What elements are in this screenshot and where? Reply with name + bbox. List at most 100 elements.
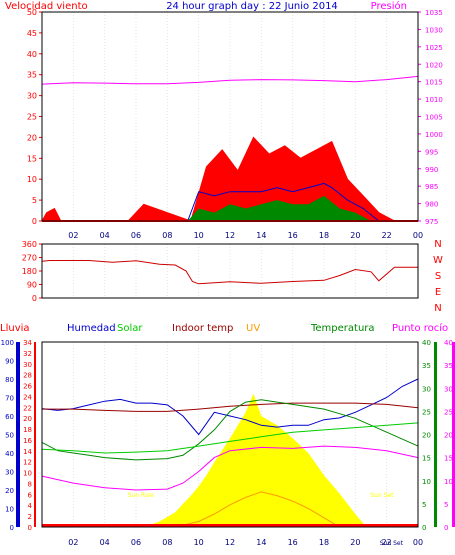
- pressure-tick-label: 1025: [425, 44, 443, 52]
- rain-tick-label: 2: [28, 513, 32, 521]
- wind-tick-label: 0: [32, 217, 37, 226]
- wind-tick-label: 45: [27, 29, 37, 38]
- temperature-tick-label: 35: [422, 362, 431, 370]
- temperature-tick-label: 20: [422, 432, 431, 440]
- compass-label: N: [434, 303, 441, 314]
- panel3-x-tick-label: 22: [382, 538, 392, 547]
- chart-title: 24 hour graph day : 22 Junio 2014: [166, 1, 338, 12]
- wind-tick-label: 15: [27, 154, 37, 163]
- panel1-x-tick-label: 18: [319, 231, 329, 240]
- pressure-tick-label: 1030: [425, 26, 443, 34]
- pressure-tick-label: 1035: [425, 9, 443, 17]
- rain-tick-label: 22: [23, 404, 32, 412]
- rain-tick-label: 34: [23, 339, 32, 347]
- pressure-tick-label: 990: [425, 166, 438, 174]
- panel1-x-tick-label: 14: [256, 231, 266, 240]
- panel1-x-tick-label: 04: [100, 231, 110, 240]
- dewpoint-tick-label: 25: [444, 408, 453, 416]
- panel3-x-tick-label: 00: [413, 538, 423, 547]
- pressure-axis-title: Presión: [371, 0, 407, 12]
- rain-tick-label: 18: [23, 426, 32, 434]
- sun-marker-label: Sun Set: [380, 540, 404, 547]
- panel3-x-tick-label: 20: [350, 538, 360, 547]
- humidity-tick-label: 60: [5, 413, 14, 421]
- rain-axis-bar: [34, 342, 36, 527]
- compass-label: W: [433, 255, 443, 266]
- panel1-x-tick-label: 22: [382, 231, 392, 240]
- rain-tick-label: 32: [23, 350, 32, 358]
- temperature-tick-label: 15: [422, 455, 431, 463]
- direction-tick-label: 0: [32, 294, 37, 303]
- temperature-line: [41, 399, 419, 461]
- pressure-tick-label: 980: [425, 201, 438, 209]
- humidity-tick-label: 80: [5, 376, 14, 384]
- temperature-tick-label: 10: [422, 478, 431, 486]
- rain-tick-label: 20: [23, 415, 32, 423]
- direction-tick-label: 180: [22, 267, 37, 276]
- wind-tick-label: 35: [27, 71, 37, 80]
- legend-item: Lluvia: [0, 323, 30, 334]
- wind-tick-label: 20: [27, 133, 37, 142]
- rain-tick-label: 16: [23, 437, 32, 445]
- rain-tick-label: 8: [28, 480, 32, 488]
- panel3-x-tick-label: 02: [68, 538, 78, 547]
- solar-line: [41, 422, 419, 454]
- panel1-x-tick-label: 06: [131, 231, 141, 240]
- solar-radiation-area: [42, 393, 418, 527]
- panel1-frame: [41, 11, 419, 222]
- pressure-tick-label: 1005: [425, 114, 443, 122]
- panel1-x-tick-label: 20: [350, 231, 360, 240]
- legend-item: UV: [246, 323, 260, 334]
- temperature-tick-label: 40: [422, 339, 431, 347]
- indoor-temp-line: [42, 402, 419, 412]
- humidity-tick-label: 10: [5, 506, 14, 514]
- pressure-tick-label: 995: [425, 148, 438, 156]
- pressure-tick-label: 1020: [425, 61, 443, 69]
- dewpoint-tick-label: 15: [444, 455, 453, 463]
- rain-tick-label: 10: [23, 470, 32, 478]
- panel2-frame: [41, 243, 419, 299]
- humidity-line: [41, 378, 419, 436]
- wind-tick-label: 25: [27, 113, 37, 122]
- rain-tick-label: 30: [23, 361, 32, 369]
- humidity-tick-label: 70: [5, 395, 14, 403]
- legend-item: Humedad: [67, 323, 116, 334]
- legend-item: Solar: [117, 323, 143, 334]
- legend-item: Punto rocío: [392, 322, 448, 334]
- sun-marker-label: Sun Set: [370, 492, 394, 499]
- direction-tick-label: 90: [27, 281, 37, 290]
- humidity-tick-label: 30: [5, 469, 14, 477]
- wind-tick-label: 50: [27, 8, 37, 17]
- humidity-tick-label: 50: [5, 432, 14, 440]
- humidity-axis-bar: [16, 342, 20, 527]
- wind-tick-label: 30: [27, 92, 37, 101]
- temperature-tick-label: 0: [422, 524, 426, 532]
- panel1-x-tick-label: 12: [225, 231, 235, 240]
- panel3-x-tick-label: 14: [256, 538, 266, 547]
- panel3-x-tick-label: 08: [162, 538, 172, 547]
- compass-label: E: [435, 287, 441, 298]
- wind-direction-line: [41, 260, 418, 285]
- rain-tick-label: 24: [23, 393, 32, 401]
- panel1-x-tick-label: 10: [194, 231, 204, 240]
- pressure-tick-label: 1010: [425, 96, 443, 104]
- wind-tick-label: 10: [27, 175, 37, 184]
- rain-tick-label: 14: [23, 448, 32, 456]
- wind-tick-label: 40: [27, 50, 37, 59]
- wind-green-area: [187, 195, 371, 221]
- rain-tick-label: 12: [23, 459, 32, 467]
- dewpoint-tick-label: 35: [444, 362, 453, 370]
- panel3-x-tick-label: 04: [100, 538, 110, 547]
- panel3-x-tick-label: 10: [194, 538, 204, 547]
- direction-tick-label: 270: [22, 254, 37, 263]
- pressure-tick-label: 1015: [425, 79, 443, 87]
- temperature-tick-label: 5: [422, 501, 426, 509]
- dewpoint-axis-bar: [452, 342, 455, 527]
- panel1-x-tick-label: 16: [288, 231, 298, 240]
- pressure-line: [41, 75, 419, 85]
- panel1-x-tick-label: 02: [68, 231, 78, 240]
- humidity-tick-label: 20: [5, 487, 14, 495]
- rain-tick-label: 26: [23, 383, 32, 391]
- humidity-tick-label: 40: [5, 450, 14, 458]
